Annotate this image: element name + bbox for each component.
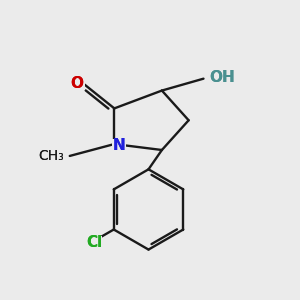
- Text: OH: OH: [209, 70, 235, 85]
- Text: Cl: Cl: [86, 235, 102, 250]
- Text: Cl: Cl: [86, 235, 102, 250]
- Text: CH₃: CH₃: [38, 149, 64, 163]
- FancyBboxPatch shape: [86, 236, 102, 248]
- FancyBboxPatch shape: [69, 76, 85, 90]
- Text: O: O: [71, 76, 84, 91]
- FancyBboxPatch shape: [209, 70, 233, 84]
- Text: CH₃: CH₃: [38, 149, 64, 163]
- Text: O: O: [71, 76, 84, 91]
- Text: OH: OH: [209, 70, 235, 85]
- FancyBboxPatch shape: [112, 139, 126, 152]
- Text: N: N: [112, 138, 125, 153]
- Text: N: N: [112, 138, 125, 153]
- FancyBboxPatch shape: [47, 150, 68, 162]
